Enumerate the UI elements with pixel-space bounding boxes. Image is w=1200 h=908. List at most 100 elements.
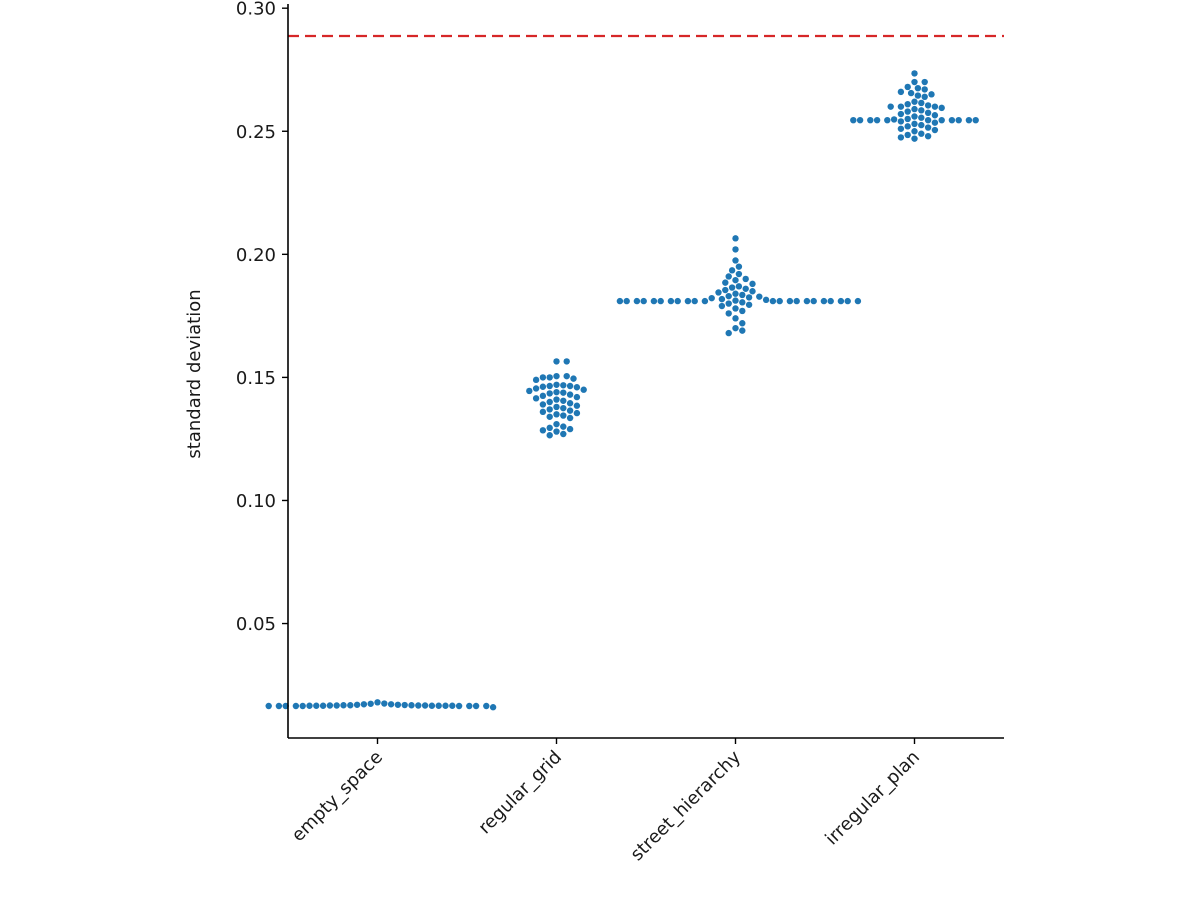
- data-point-irregular-plan: [904, 123, 911, 130]
- data-point-empty-space: [326, 702, 334, 709]
- data-point-street-hierarchy: [742, 275, 749, 283]
- data-point-regular-grid: [580, 386, 587, 393]
- data-point-regular-grid: [560, 404, 567, 412]
- data-point-street-hierarchy: [776, 297, 783, 305]
- data-point-street-hierarchy: [633, 297, 641, 305]
- data-point-street-hierarchy: [725, 292, 732, 300]
- data-point-irregular-plan: [867, 116, 874, 124]
- data-point-empty-space: [275, 702, 283, 710]
- data-point-irregular-plan: [921, 78, 928, 86]
- data-point-street-hierarchy: [786, 297, 794, 305]
- data-point-regular-grid: [546, 390, 553, 397]
- data-point-regular-grid: [539, 392, 547, 400]
- data-point-empty-space: [347, 702, 354, 709]
- data-point-street-hierarchy: [718, 302, 726, 310]
- data-point-regular-grid: [553, 381, 560, 388]
- data-point-regular-grid: [566, 400, 574, 407]
- data-point-regular-grid: [566, 382, 574, 390]
- data-point-street-hierarchy: [803, 297, 811, 305]
- data-point-street-hierarchy: [749, 280, 756, 288]
- data-point-irregular-plan: [955, 116, 962, 124]
- data-point-irregular-plan: [911, 120, 918, 128]
- data-point-street-hierarchy: [810, 297, 817, 305]
- data-point-regular-grid: [560, 389, 567, 396]
- data-point-regular-grid: [539, 408, 547, 416]
- data-point-street-hierarchy: [854, 297, 862, 305]
- data-point-street-hierarchy: [739, 307, 746, 315]
- y-tick-label: 0.15: [236, 368, 276, 389]
- y-tick-label: 0.25: [236, 122, 276, 143]
- data-point-empty-space: [367, 700, 374, 707]
- data-point-irregular-plan: [907, 89, 915, 97]
- data-point-empty-space: [374, 699, 381, 706]
- data-point-regular-grid: [553, 403, 560, 411]
- data-point-irregular-plan: [897, 125, 905, 132]
- data-point-street-hierarchy: [762, 296, 770, 304]
- data-point-regular-grid: [526, 387, 533, 395]
- data-point-irregular-plan: [904, 83, 911, 91]
- data-point-irregular-plan: [873, 116, 881, 124]
- data-point-street-hierarchy: [708, 294, 715, 302]
- data-point-irregular-plan: [890, 116, 898, 123]
- data-point-irregular-plan: [850, 116, 857, 124]
- data-point-street-hierarchy: [732, 297, 739, 304]
- x-tick-label: irregular_plan: [821, 747, 924, 850]
- data-point-empty-space: [360, 701, 368, 708]
- data-point-street-hierarchy: [657, 297, 664, 305]
- data-point-empty-space: [415, 702, 422, 709]
- data-point-irregular-plan: [856, 116, 864, 124]
- data-point-irregular-plan: [914, 84, 922, 92]
- data-point-empty-space: [466, 702, 473, 710]
- data-point-regular-grid: [560, 412, 567, 419]
- data-point-irregular-plan: [897, 88, 905, 96]
- data-point-irregular-plan: [948, 116, 956, 124]
- data-point-street-hierarchy: [728, 284, 736, 291]
- data-point-regular-grid: [532, 385, 540, 392]
- data-point-regular-grid: [560, 397, 567, 404]
- data-point-irregular-plan: [918, 121, 925, 129]
- y-tick-label: 0.30: [236, 0, 276, 20]
- data-point-street-hierarchy: [725, 273, 732, 280]
- data-point-street-hierarchy: [674, 297, 681, 305]
- data-point-street-hierarchy: [732, 257, 739, 264]
- data-point-empty-space: [353, 701, 361, 708]
- data-point-irregular-plan: [911, 78, 918, 86]
- x-tick-label: regular_grid: [474, 747, 566, 839]
- data-point-street-hierarchy: [749, 288, 756, 295]
- data-point-street-hierarchy: [640, 297, 647, 305]
- data-point-irregular-plan: [884, 116, 891, 124]
- data-point-street-hierarchy: [725, 300, 732, 307]
- data-point-regular-grid: [532, 376, 540, 384]
- y-tick-label: 0.05: [236, 614, 276, 635]
- data-point-street-hierarchy: [739, 291, 746, 299]
- data-point-irregular-plan: [911, 98, 918, 105]
- data-point-regular-grid: [553, 420, 560, 428]
- data-point-empty-space: [299, 702, 306, 710]
- data-point-regular-grid: [553, 428, 560, 435]
- data-point-regular-grid: [560, 382, 567, 389]
- data-point-street-hierarchy: [732, 235, 739, 242]
- data-point-irregular-plan: [911, 128, 918, 135]
- data-point-empty-space: [442, 702, 449, 709]
- data-point-regular-grid: [566, 391, 574, 398]
- data-point-street-hierarchy: [667, 297, 675, 305]
- data-point-street-hierarchy: [691, 297, 698, 305]
- data-point-street-hierarchy: [732, 305, 739, 312]
- data-point-irregular-plan: [938, 104, 945, 112]
- data-point-regular-grid: [539, 427, 547, 434]
- data-point-regular-grid: [573, 402, 581, 409]
- data-point-street-hierarchy: [725, 329, 732, 337]
- data-point-street-hierarchy: [732, 315, 739, 322]
- data-point-irregular-plan: [904, 131, 911, 139]
- data-point-street-hierarchy: [650, 297, 658, 305]
- data-point-street-hierarchy: [684, 297, 692, 305]
- data-point-regular-grid: [560, 430, 567, 438]
- data-point-street-hierarchy: [820, 297, 828, 305]
- y-tick-label: 0.20: [236, 245, 276, 266]
- data-point-street-hierarchy: [616, 297, 624, 305]
- data-point-irregular-plan: [918, 114, 925, 121]
- data-point-regular-grid: [566, 425, 574, 433]
- data-point-regular-grid: [566, 407, 574, 414]
- data-point-irregular-plan: [921, 86, 928, 93]
- data-point-empty-space: [394, 701, 402, 708]
